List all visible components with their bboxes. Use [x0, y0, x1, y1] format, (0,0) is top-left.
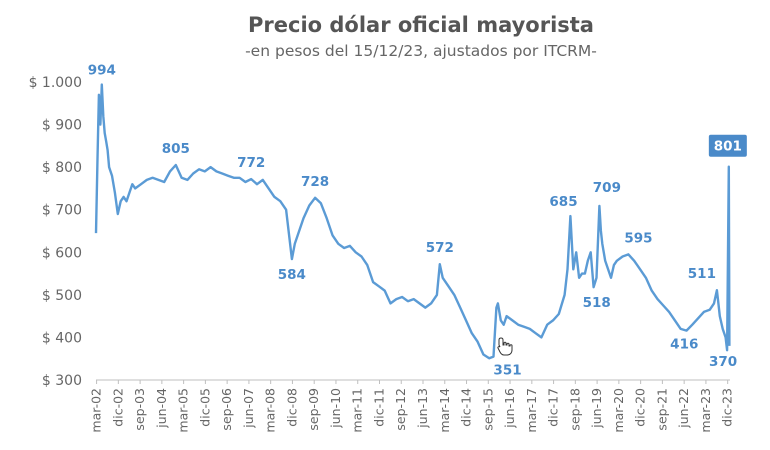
x-tick-label: dic-20 [633, 388, 648, 427]
x-tick-label: jun-04 [154, 388, 169, 429]
data-label: 685 [549, 194, 577, 210]
y-tick-label: $ 300 [42, 373, 82, 389]
y-tick-label: $ 800 [42, 160, 82, 176]
data-label: 772 [237, 155, 265, 171]
x-tick-label: jun-22 [676, 388, 691, 429]
x-tick-label: mar-11 [350, 388, 365, 433]
annotations-group: 994 805 772 584 728 572 351 685 518 709 595 416 511 3… [88, 63, 747, 378]
x-tick-label: jun-19 [589, 388, 604, 429]
data-label: 595 [624, 230, 652, 246]
y-tick-label: $ 1.000 [29, 75, 82, 91]
data-label: 994 [88, 63, 116, 79]
data-label: 709 [593, 180, 621, 196]
y-axis: $ 300 $ 400 $ 500 $ 600 $ 700 $ 800 $ 900 $ 1.0… [29, 75, 82, 389]
series-group [94, 83, 731, 360]
x-axis: mar-02 dic-02 sep-03 jun-04 mar-05 dic-05 sep-… [89, 379, 735, 433]
hand-cursor-icon [497, 337, 513, 356]
x-tick-label: sep-12 [393, 388, 408, 431]
y-tick-label: $ 400 [42, 330, 82, 346]
y-tick-label: $ 600 [42, 245, 82, 261]
y-tick-label: $ 700 [42, 203, 82, 219]
x-tick-label: sep-09 [306, 388, 321, 431]
data-label: 518 [583, 295, 611, 311]
x-tick-label: dic-02 [110, 388, 125, 427]
x-tick-label: sep-06 [219, 388, 234, 431]
x-tick-label: dic-14 [459, 388, 474, 427]
x-tick-label: dic-23 [720, 388, 735, 427]
data-label: 416 [670, 337, 698, 353]
x-tick-label: mar-17 [524, 388, 539, 433]
series-line [94, 83, 731, 360]
x-tick-label: sep-03 [132, 388, 147, 431]
chart-subtitle: -en pesos del 15/12/23, ajustados por IT… [245, 42, 597, 60]
data-label: 728 [301, 174, 329, 190]
x-tick-label: dic-05 [197, 388, 212, 427]
x-tick-label: dic-17 [546, 388, 561, 427]
x-tick-label: dic-08 [284, 388, 299, 427]
value-badge [708, 134, 747, 157]
data-label: 351 [493, 362, 521, 378]
x-tick-label: jun-10 [328, 388, 343, 429]
y-tick-label: $ 500 [42, 288, 82, 304]
x-tick-label: jun-07 [241, 388, 256, 429]
x-tick-label: mar-23 [698, 388, 713, 433]
x-tick-label: mar-08 [263, 388, 278, 433]
x-tick-label: mar-20 [611, 388, 626, 433]
data-label: 805 [162, 141, 190, 157]
x-tick-label: mar-05 [176, 388, 191, 433]
y-tick-label: $ 900 [42, 118, 82, 134]
x-tick-label: jun-13 [415, 388, 430, 429]
data-label: 370 [709, 354, 737, 370]
x-tick-label: mar-14 [437, 388, 452, 433]
x-tick-label: mar-02 [89, 388, 104, 433]
data-label: 584 [278, 267, 306, 283]
x-tick-label: dic-11 [371, 388, 386, 427]
x-tick-label: jun-16 [502, 388, 517, 429]
x-tick-label: sep-15 [480, 388, 495, 431]
x-tick-label: sep-18 [567, 388, 582, 431]
data-label: 572 [426, 240, 454, 256]
chart-title: Precio dólar oficial mayorista [248, 13, 594, 37]
data-label: 511 [688, 266, 716, 282]
data-label: 801 [714, 139, 742, 155]
x-tick-label: sep-21 [654, 388, 669, 431]
